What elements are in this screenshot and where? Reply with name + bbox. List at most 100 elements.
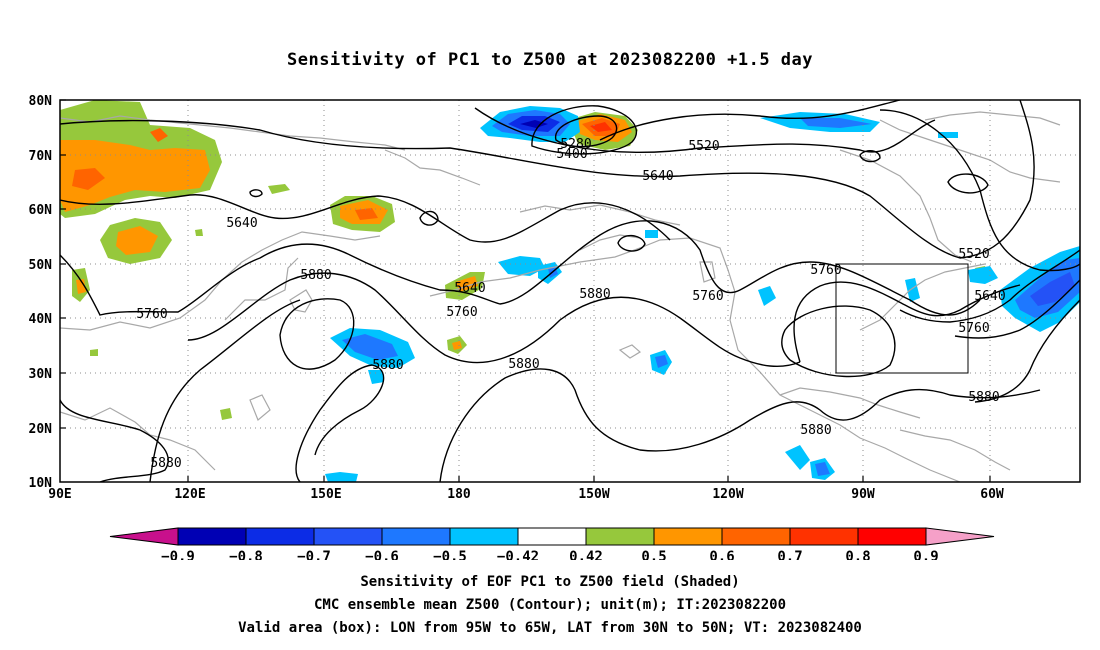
contour-label-5400: 5400: [556, 147, 587, 162]
contour-label-5640: 5640: [226, 216, 257, 231]
lon-label-180: 180: [447, 487, 471, 502]
contour-label-5880: 5880: [508, 357, 539, 372]
lat-label-20n: 20N: [29, 422, 53, 437]
contour-label-5880: 5880: [150, 456, 181, 471]
contour-5520-east: [879, 109, 1080, 272]
colorbar-tick-label: 0.8: [845, 549, 870, 560]
contour-label-5760: 5760: [446, 305, 477, 320]
contour-label-5880: 5880: [372, 358, 403, 373]
valid-area-box: [835, 263, 969, 374]
contour-north-arc: [430, 100, 560, 101]
contour-5880-loop: [781, 305, 896, 378]
contour-ring-5: [947, 173, 989, 194]
contour-5640-east: [899, 249, 1080, 323]
contour-ring-3: [617, 234, 646, 252]
contour-label-5880: 5880: [968, 390, 999, 405]
colorbar-tick-label: −0.8: [229, 549, 263, 560]
lat-label-60n: 60N: [29, 203, 53, 218]
contour-label-5520: 5520: [688, 139, 719, 154]
contour-5880-south: [295, 364, 385, 482]
colorbar-swatch: [177, 527, 247, 546]
positive-sensitivity-shading: [60, 100, 988, 420]
contour-5520-arc: [599, 100, 901, 141]
lon-label-60w: 60W: [980, 487, 1004, 502]
contour-ring-4: [859, 150, 881, 163]
axis-ticks: [60, 99, 991, 482]
contour-labels: 5280 5400 5520 5640 5640 5640 5760 5760 …: [136, 137, 1005, 471]
colorbar-swatch: [857, 527, 927, 546]
map-title: Sensitivity of PC1 to Z500 at 2023082200…: [286, 50, 813, 70]
contour-label-5880: 5880: [579, 287, 610, 302]
contour-5880-far-east: [974, 299, 1080, 403]
lon-label-120w: 120W: [712, 487, 743, 502]
contour-label-5760: 5760: [136, 307, 167, 322]
lon-label-90w: 90W: [851, 487, 875, 502]
colorbar-arrow-left: [109, 527, 179, 546]
contour-label-5640: 5640: [974, 289, 1005, 304]
contour-5640-north: [60, 100, 1035, 259]
contour-5280: [555, 115, 618, 148]
lon-label-150w: 150W: [578, 487, 609, 502]
colorbar-swatch: [653, 527, 723, 546]
contour-5880-pacific: [439, 368, 1041, 482]
contour-label-5640: 5640: [454, 281, 485, 296]
lon-label-90e: 90E: [48, 487, 71, 502]
contour-label-5880: 5880: [800, 423, 831, 438]
contour-5760-west: [60, 220, 981, 316]
contour-label-5760: 5760: [810, 263, 841, 278]
colorbar-tick-label: −0.5: [433, 549, 467, 560]
contour-label-5280: 5280: [560, 137, 591, 152]
lat-label-50n: 50N: [29, 258, 53, 273]
colorbar-swatch: [381, 527, 451, 546]
contour-5760-east: [954, 279, 1080, 339]
colorbar-swatch: [449, 527, 519, 546]
colorbar-swatch: [721, 527, 791, 546]
colorbar-tick-label: −0.7: [297, 549, 331, 560]
contour-5520-west: [474, 107, 936, 153]
lon-label-150e: 150E: [310, 487, 341, 502]
lat-label-70n: 70N: [29, 149, 53, 164]
lat-label-30n: 30N: [29, 367, 53, 382]
caption-line-1: Sensitivity of EOF PC1 to Z500 field (Sh…: [360, 574, 740, 590]
negative-sensitivity-shading: [325, 106, 1080, 482]
colorbar-tick-label: −0.6: [365, 549, 399, 560]
colorbar-swatch: [789, 527, 859, 546]
contour-ring-1: [249, 189, 263, 198]
contour-5880-island: [279, 298, 355, 370]
contour-5760-arc: [149, 299, 301, 482]
lon-label-120e: 120E: [174, 487, 205, 502]
contour-label-5640: 5640: [642, 169, 673, 184]
contour-5880-southwest: [60, 399, 169, 482]
contour-5400: [531, 105, 638, 155]
colorbar-tick-label: −0.9: [161, 549, 195, 560]
colorbar-tick-label: 0.5: [641, 549, 666, 560]
colorbar-swatch: [313, 527, 383, 546]
colorbar-swatch: [517, 527, 587, 546]
colorbar-swatch: [585, 527, 655, 546]
z500-contours: [60, 100, 1080, 482]
caption-line-3: Valid area (box): LON from 95W to 65W, L…: [238, 620, 862, 636]
colorbar-tick-label: 0.9: [913, 549, 938, 560]
colorbar: −0.9 −0.8 −0.7 −0.6 −0.5 −0.42 0.42 0.5 0.6 0.7 0.…: [109, 527, 995, 560]
contour-5880-mid: [187, 272, 801, 368]
colorbar-tick-label: 0.7: [777, 549, 802, 560]
contour-label-5520: 5520: [958, 247, 989, 262]
contour-label-5880: 5880: [300, 268, 331, 283]
contour-label-5760: 5760: [958, 321, 989, 336]
colorbar-swatch: [245, 527, 315, 546]
map-frame: [59, 99, 1081, 483]
contour-5640-mid: [60, 194, 671, 243]
colorbar-tick-label: 0.6: [709, 549, 734, 560]
contour-label-5760: 5760: [692, 289, 723, 304]
colorbar-tick-label: −0.42: [497, 549, 539, 560]
colorbar-arrow-right: [925, 527, 995, 546]
lat-label-40n: 40N: [29, 312, 53, 327]
contour-5880-east: [793, 281, 1021, 363]
caption-line-2: CMC ensemble mean Z500 (Contour); unit(m…: [313, 597, 786, 613]
lat-label-80n: 80N: [29, 94, 53, 109]
sensitivity-map: 5280 5400 5520 5640 5640 5640 5760 5760 …: [29, 94, 1081, 560]
colorbar-tick-label: 0.42: [569, 549, 603, 560]
lat-label-10n: 10N: [29, 476, 53, 491]
contour-ring-2: [419, 210, 439, 226]
